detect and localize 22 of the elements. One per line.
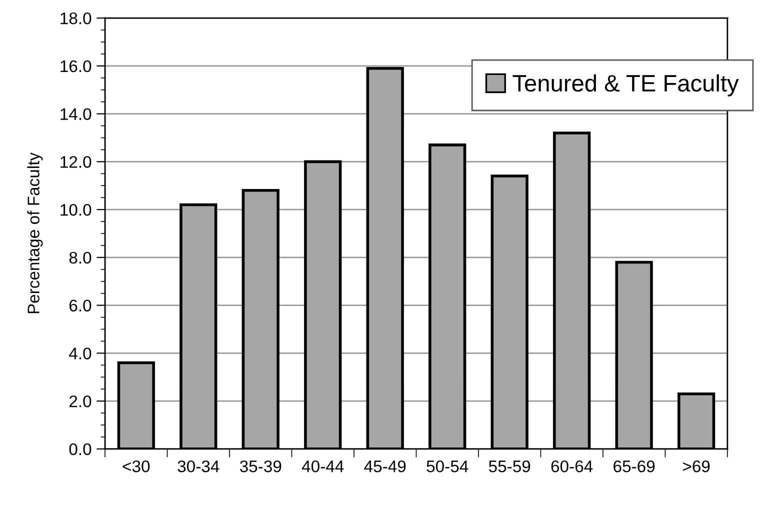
y-tick-label: 18.0 xyxy=(60,12,92,24)
x-tick-label: >69 xyxy=(683,460,710,472)
y-tick-label: 2.0 xyxy=(70,395,92,408)
x-tick-label: <30 xyxy=(122,460,150,472)
y-tick-label: 14.0 xyxy=(60,108,92,120)
y-tick-label: 4.0 xyxy=(69,348,92,360)
x-tick-label: 65-69 xyxy=(614,460,655,472)
x-tick-label: 40-44 xyxy=(302,460,344,472)
y-tick-label: 12.0 xyxy=(60,156,92,168)
x-tick-label: 55-59 xyxy=(488,460,530,472)
y-axis-title: Percentage of Faculty xyxy=(27,152,43,314)
legend-label: Tenured & TE Faculty xyxy=(512,74,739,96)
y-tick-label: 8.0 xyxy=(69,252,92,264)
y-tick-label: 16.0 xyxy=(60,60,92,72)
x-tick-label: 35-39 xyxy=(240,460,282,472)
y-tick-label: 6.0 xyxy=(70,300,92,312)
y-tick-label: 0.0 xyxy=(69,443,92,456)
x-tick-label: 50-54 xyxy=(426,460,468,472)
x-tick-label: 45-49 xyxy=(364,460,406,472)
x-tick-label: 30-34 xyxy=(178,460,220,472)
y-tick-label: 10.0 xyxy=(60,204,92,216)
x-tick-label: 60-64 xyxy=(551,460,593,472)
